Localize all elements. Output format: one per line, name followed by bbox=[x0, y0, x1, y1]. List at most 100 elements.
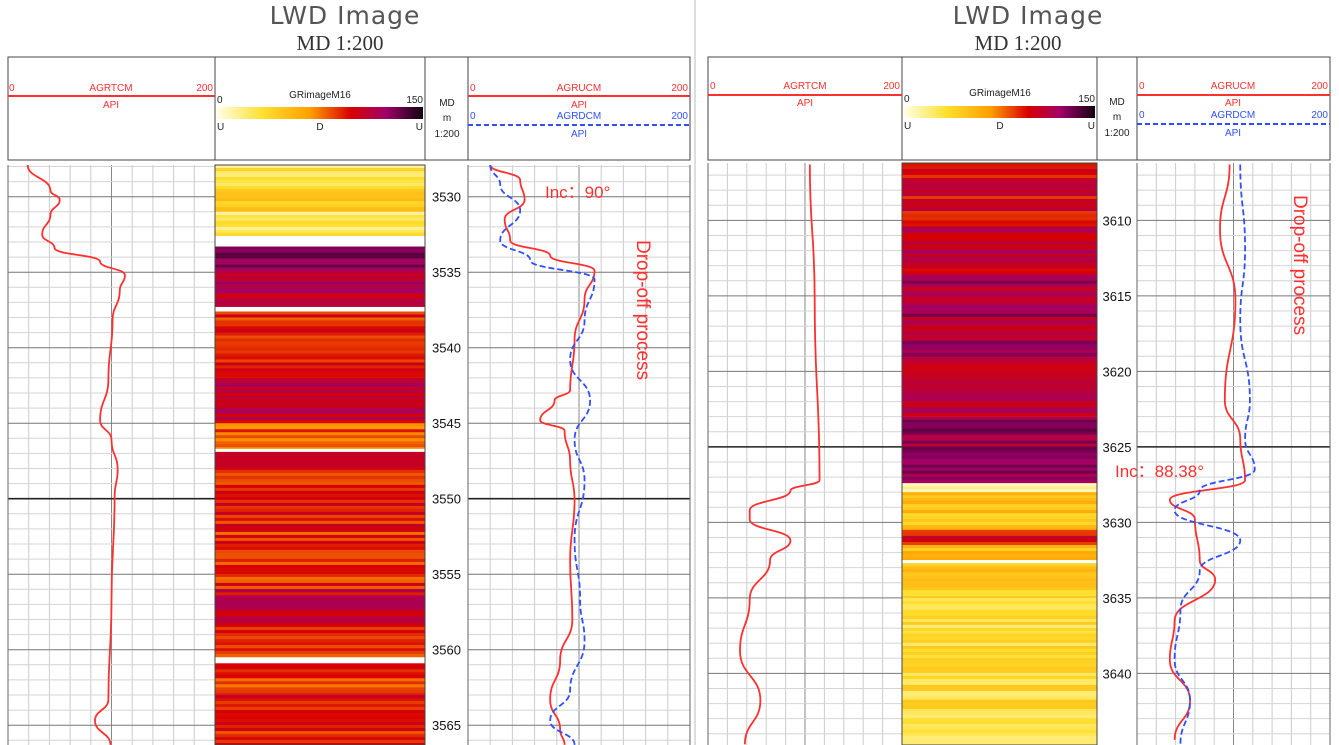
image-band bbox=[215, 579, 425, 584]
image-band bbox=[215, 323, 425, 327]
image-band bbox=[215, 523, 425, 528]
image-band bbox=[215, 270, 425, 273]
image-band bbox=[902, 277, 1097, 281]
image-band bbox=[902, 557, 1097, 561]
image-band bbox=[902, 492, 1097, 496]
image-band bbox=[902, 404, 1097, 408]
image-band bbox=[215, 441, 425, 445]
agrdcm-curve bbox=[489, 164, 596, 745]
image-band bbox=[902, 301, 1097, 306]
track-grid bbox=[7, 165, 216, 745]
image-band bbox=[215, 740, 425, 744]
image-band bbox=[902, 532, 1097, 537]
image-band bbox=[902, 238, 1097, 242]
image-band bbox=[902, 190, 1097, 194]
image-band bbox=[215, 573, 425, 578]
image-band bbox=[902, 193, 1097, 197]
image-band bbox=[215, 432, 425, 436]
image-band bbox=[215, 171, 425, 175]
image-band bbox=[902, 217, 1097, 221]
image-band bbox=[902, 416, 1097, 417]
image-band bbox=[902, 365, 1097, 369]
image-band bbox=[902, 572, 1097, 576]
image-band bbox=[902, 199, 1097, 203]
image-band bbox=[902, 575, 1097, 579]
image-band bbox=[215, 447, 425, 450]
t3-curve1-unit: API bbox=[1225, 98, 1241, 109]
image-scale-d: D bbox=[996, 121, 1003, 132]
image-band bbox=[215, 725, 425, 729]
image-band bbox=[902, 717, 1097, 722]
image-band bbox=[902, 606, 1097, 611]
image-band bbox=[215, 204, 425, 208]
log-panel-1: 3530 3535 3540 3545 3550 3555 3560 3565 bbox=[7, 56, 691, 745]
image-band bbox=[902, 489, 1097, 493]
image-band bbox=[215, 426, 425, 430]
image-band bbox=[215, 552, 425, 557]
image-band bbox=[902, 256, 1097, 260]
image-band bbox=[215, 377, 425, 379]
md-unit: m bbox=[443, 113, 451, 124]
image-band bbox=[902, 407, 1097, 411]
image-band bbox=[215, 438, 425, 442]
image-band bbox=[215, 338, 425, 342]
gr-image bbox=[902, 163, 1097, 745]
image-band bbox=[902, 663, 1097, 668]
image-band bbox=[215, 383, 425, 388]
image-band bbox=[215, 386, 425, 391]
image-band bbox=[902, 498, 1097, 502]
image-band bbox=[215, 610, 425, 614]
image-band bbox=[902, 271, 1097, 275]
image-band bbox=[902, 416, 1097, 420]
image-band bbox=[215, 249, 425, 253]
image-band bbox=[902, 431, 1097, 435]
image-band bbox=[902, 590, 1097, 594]
image-band bbox=[215, 478, 425, 483]
image-band bbox=[215, 651, 425, 655]
image-band bbox=[215, 335, 425, 339]
image-band bbox=[215, 570, 425, 575]
image-band bbox=[215, 493, 425, 498]
image-band bbox=[902, 651, 1097, 656]
t1-curve-name: AGRTCM bbox=[783, 81, 826, 92]
depth-tick-label: 3640 bbox=[1103, 666, 1132, 681]
image-band bbox=[215, 407, 425, 412]
image-band bbox=[902, 510, 1097, 514]
process-annotation: Drop-off process bbox=[632, 240, 653, 380]
image-min: 0 bbox=[904, 94, 910, 105]
image-band bbox=[902, 690, 1097, 695]
image-band bbox=[902, 603, 1097, 608]
depth-tick-label: 3530 bbox=[432, 190, 461, 205]
colorbar bbox=[904, 106, 1095, 118]
depth-tick-label: 3555 bbox=[432, 567, 461, 582]
image-band bbox=[215, 377, 425, 382]
image-band bbox=[902, 636, 1097, 641]
md-unit: m bbox=[1113, 112, 1121, 123]
image-band bbox=[902, 166, 1097, 170]
image-band bbox=[902, 202, 1097, 206]
header-cell bbox=[1096, 56, 1138, 161]
image-band bbox=[902, 298, 1097, 303]
agrtcm-curve bbox=[739, 164, 821, 745]
image-band bbox=[902, 504, 1097, 508]
image-band bbox=[902, 253, 1097, 257]
image-band bbox=[902, 380, 1097, 384]
image-band bbox=[902, 720, 1097, 725]
image-band bbox=[215, 261, 425, 265]
image-band bbox=[215, 514, 425, 519]
image-band bbox=[215, 281, 425, 285]
image-band bbox=[902, 476, 1097, 480]
image-band bbox=[902, 566, 1097, 570]
image-band bbox=[902, 440, 1097, 444]
image-band bbox=[215, 311, 425, 315]
image-band bbox=[215, 487, 425, 492]
image-band bbox=[902, 289, 1097, 294]
image-band bbox=[902, 172, 1097, 176]
image-band bbox=[902, 259, 1097, 263]
image-band bbox=[215, 460, 425, 465]
image-band bbox=[215, 663, 425, 667]
t3-max-1: 200 bbox=[671, 83, 688, 94]
image-band bbox=[215, 423, 425, 427]
image-band bbox=[902, 419, 1097, 423]
image-band bbox=[215, 416, 425, 421]
